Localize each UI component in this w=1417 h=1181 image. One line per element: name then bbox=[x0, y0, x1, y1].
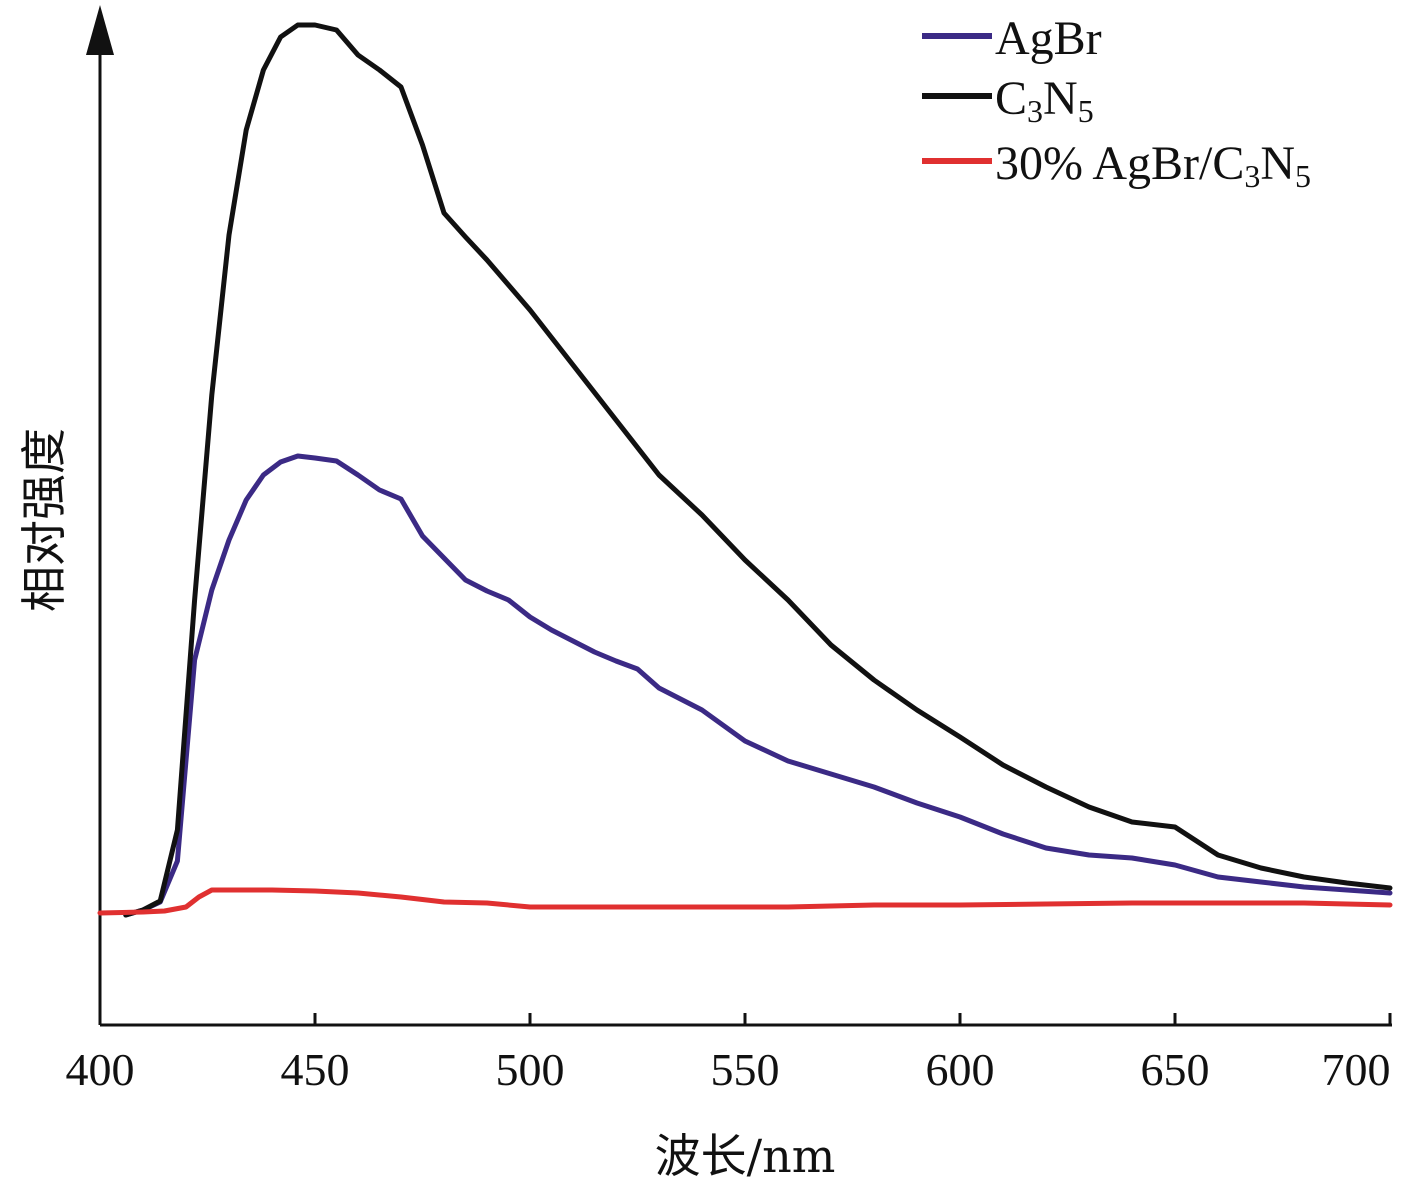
x-tick-label: 450 bbox=[281, 1044, 350, 1095]
y-axis-title: 相对强度 bbox=[17, 428, 71, 612]
y-axis-arrow-icon bbox=[86, 5, 114, 55]
x-tick-label: 600 bbox=[926, 1044, 995, 1095]
x-tick-label: 550 bbox=[711, 1044, 780, 1095]
x-axis-title: 波长/nm bbox=[655, 1129, 836, 1181]
x-tick-label: 500 bbox=[496, 1044, 565, 1095]
plot-series bbox=[97, 22, 1393, 918]
x-tick-label: 650 bbox=[1141, 1044, 1210, 1095]
series-line-0 bbox=[123, 453, 1393, 918]
series-line-2 bbox=[97, 887, 1393, 916]
series-line-1 bbox=[123, 22, 1393, 918]
legend: AgBr C3N5 30% AgBr/C3N5 bbox=[922, 12, 1311, 194]
legend-label: C3N5 bbox=[995, 72, 1094, 129]
x-tick-label: 700 bbox=[1322, 1044, 1391, 1095]
legend-label: 30% AgBr/C3N5 bbox=[995, 137, 1311, 194]
x-tick-label: 400 bbox=[66, 1044, 135, 1095]
x-axis-ticks: 400 450 500 550 600 650 700 bbox=[66, 1013, 1392, 1095]
legend-label: AgBr bbox=[995, 12, 1102, 65]
